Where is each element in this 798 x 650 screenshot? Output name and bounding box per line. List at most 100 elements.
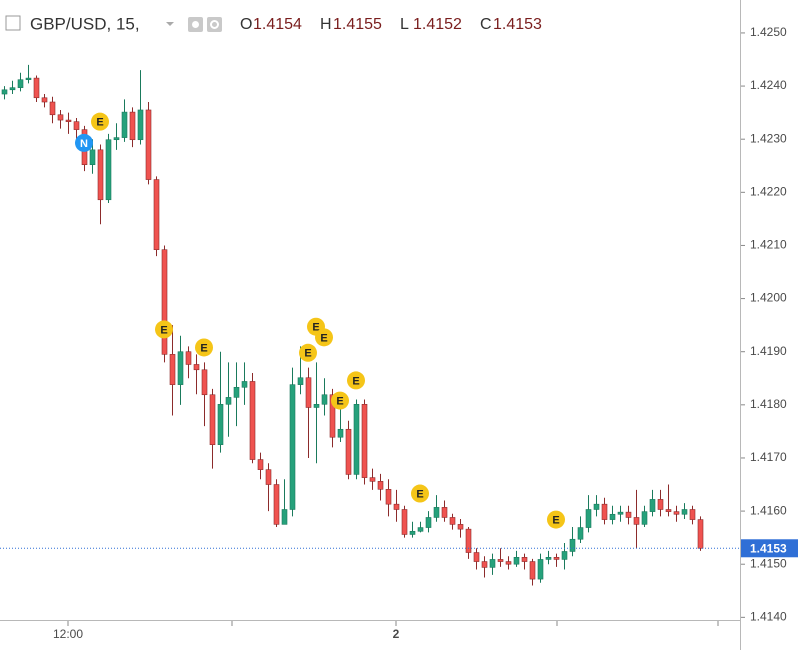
y-tick-label: 1.4180 bbox=[750, 397, 787, 411]
candle-body bbox=[673, 511, 680, 515]
eye-icon-pupil bbox=[192, 21, 199, 28]
candle-body bbox=[169, 354, 176, 385]
candle-body bbox=[577, 527, 584, 540]
event-label: E bbox=[200, 342, 207, 354]
event-marker[interactable] bbox=[91, 112, 109, 131]
candle-body bbox=[89, 149, 96, 165]
candle-body bbox=[393, 503, 400, 510]
ohlc-key: L bbox=[400, 16, 409, 33]
candle-body bbox=[33, 77, 40, 99]
candle-body bbox=[25, 77, 32, 80]
candle-body bbox=[321, 394, 328, 405]
candle-body bbox=[433, 507, 440, 518]
ohlc-key: H bbox=[320, 16, 332, 33]
dropdown-icon[interactable] bbox=[166, 22, 174, 26]
event-marker[interactable] bbox=[411, 484, 429, 503]
y-tick-label: 1.4140 bbox=[750, 610, 787, 624]
candle-body bbox=[353, 404, 360, 475]
y-tick-label: 1.4200 bbox=[750, 291, 787, 305]
y-tick-label: 1.4210 bbox=[750, 238, 787, 252]
event-label: E bbox=[160, 324, 167, 336]
candle-body bbox=[57, 114, 64, 121]
candle-body bbox=[537, 559, 544, 580]
candle-body bbox=[121, 111, 128, 138]
candle-body bbox=[441, 507, 448, 518]
candle-body bbox=[377, 481, 384, 490]
candle-body bbox=[105, 139, 112, 201]
ohlc-key: C bbox=[480, 16, 492, 33]
candle-body bbox=[417, 527, 424, 532]
candle-body bbox=[497, 559, 504, 562]
candle-body bbox=[641, 511, 648, 525]
candle-body bbox=[401, 509, 408, 535]
candle-body bbox=[689, 509, 696, 520]
candle-body bbox=[697, 519, 704, 549]
candle-body bbox=[625, 511, 632, 518]
candle-body bbox=[657, 499, 664, 510]
candle-body bbox=[449, 517, 456, 525]
candle-body bbox=[553, 557, 560, 560]
event-label: E bbox=[96, 117, 103, 129]
event-marker[interactable] bbox=[347, 371, 365, 390]
candle-body bbox=[73, 121, 80, 130]
ohlc-key: O bbox=[240, 16, 252, 33]
candle-body bbox=[9, 87, 16, 91]
candle-body bbox=[97, 149, 104, 201]
candle-body bbox=[185, 351, 192, 365]
event-marker[interactable] bbox=[195, 338, 213, 357]
candle-body bbox=[609, 513, 616, 520]
event-marker[interactable] bbox=[315, 328, 333, 347]
candle-body bbox=[281, 509, 288, 525]
candle-body bbox=[201, 369, 208, 396]
legend-header: GBP/USD, 15, O 1.4154 H 1.4155 L 1.4152 C 1.415… bbox=[0, 8, 560, 42]
candle-body bbox=[473, 552, 480, 562]
candle-body bbox=[41, 97, 48, 103]
candle-body bbox=[545, 557, 552, 560]
candle-body bbox=[273, 484, 280, 525]
candle-body bbox=[1, 89, 8, 95]
candle-body bbox=[585, 509, 592, 528]
candle-body bbox=[193, 364, 200, 371]
settings-icon[interactable] bbox=[207, 17, 222, 32]
y-tick-label: 1.4160 bbox=[750, 503, 787, 517]
candle-body bbox=[329, 394, 336, 438]
ohlc-value: 1.4153 bbox=[493, 16, 542, 33]
candle-body bbox=[177, 351, 184, 385]
candle-body bbox=[241, 381, 248, 388]
event-label: E bbox=[416, 488, 423, 500]
event-marker[interactable] bbox=[547, 510, 565, 529]
candle-body bbox=[337, 428, 344, 438]
settings-icon-gear bbox=[210, 20, 219, 29]
candle-body bbox=[649, 499, 656, 512]
event-label: E bbox=[304, 348, 311, 360]
event-label: N bbox=[80, 138, 88, 150]
event-label: E bbox=[312, 322, 319, 334]
event-marker[interactable] bbox=[75, 133, 93, 152]
event-marker[interactable] bbox=[299, 343, 317, 362]
candle-body bbox=[129, 111, 136, 141]
event-marker[interactable] bbox=[155, 320, 173, 339]
candle-body bbox=[297, 377, 304, 385]
candle-body bbox=[225, 397, 232, 405]
candle-body bbox=[209, 394, 216, 445]
candle-body bbox=[257, 459, 264, 470]
header-bg bbox=[0, 8, 560, 42]
candle-body bbox=[593, 503, 600, 510]
candle-body bbox=[465, 528, 472, 553]
event-marker[interactable] bbox=[331, 391, 349, 410]
candle-body bbox=[313, 404, 320, 408]
candle-body bbox=[633, 517, 640, 525]
candle-body bbox=[305, 377, 312, 408]
candle-body bbox=[361, 404, 368, 478]
candle-body bbox=[65, 119, 72, 122]
ohlc-value: 1.4152 bbox=[413, 16, 462, 33]
collapse-icon bbox=[5, 15, 21, 31]
y-tick-label: 1.4170 bbox=[750, 450, 787, 464]
symbol: GBP/USD, 15, bbox=[30, 14, 140, 33]
candle-body bbox=[217, 404, 224, 445]
candle-body bbox=[137, 109, 144, 141]
candle-body bbox=[49, 101, 56, 116]
candle-body bbox=[561, 551, 568, 560]
candle-body bbox=[521, 557, 528, 562]
